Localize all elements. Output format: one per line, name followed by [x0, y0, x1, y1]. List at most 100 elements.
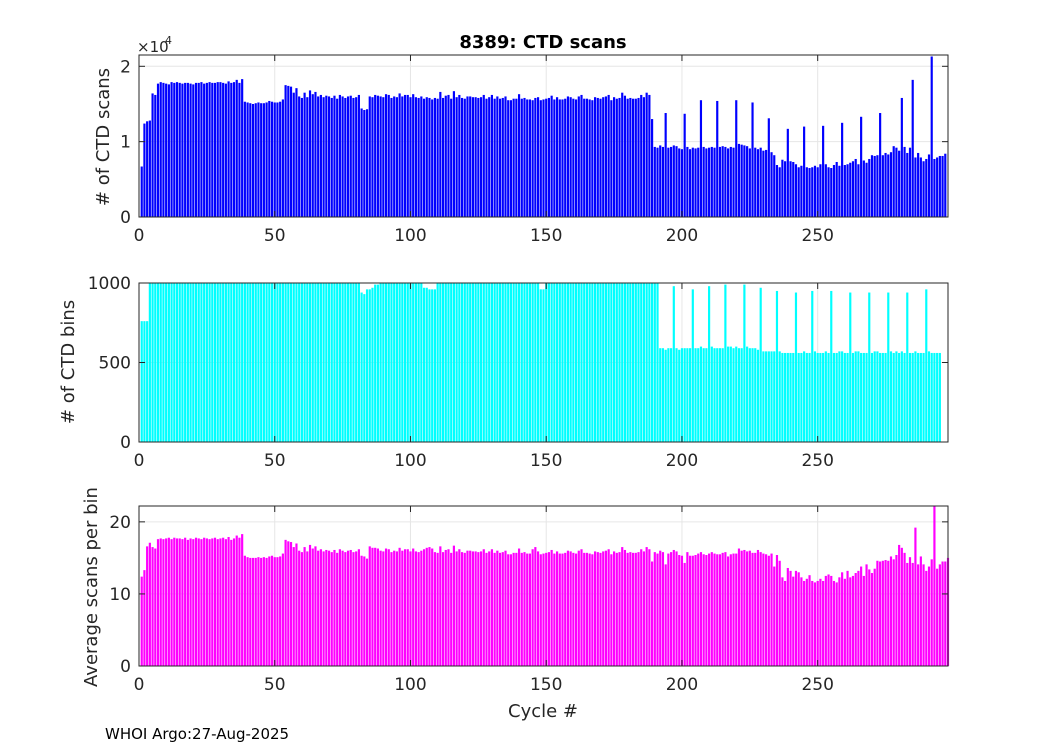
bar [898, 352, 901, 442]
bar [333, 283, 336, 442]
bar [873, 155, 876, 217]
bar [539, 554, 542, 666]
bar [773, 351, 776, 442]
bar [925, 570, 928, 666]
bar [363, 556, 366, 666]
y-tick-label: 0 [120, 433, 131, 453]
bar [200, 82, 203, 217]
bar [854, 158, 857, 217]
bar [488, 283, 491, 442]
bar [645, 547, 648, 666]
y-exponent-label: ×10 4 [137, 34, 172, 56]
bar [898, 150, 901, 217]
bar [588, 283, 591, 442]
bar [846, 352, 849, 442]
bar [224, 283, 227, 442]
bar [466, 283, 469, 442]
bar [194, 537, 198, 666]
bar [615, 552, 618, 666]
bar [697, 147, 700, 217]
bar [346, 96, 350, 217]
bar [580, 549, 583, 666]
bar [751, 552, 754, 666]
bar [219, 283, 222, 442]
bar [870, 573, 874, 666]
bar [824, 164, 827, 217]
bar [279, 556, 282, 666]
bar [640, 283, 643, 442]
bar [298, 96, 301, 217]
bar [292, 283, 295, 442]
bar [393, 550, 396, 666]
bar [694, 348, 697, 442]
bar [857, 164, 860, 217]
bar [634, 552, 637, 666]
bar [545, 283, 548, 442]
bar [691, 147, 694, 217]
bar [653, 146, 656, 217]
bar [919, 352, 922, 442]
bar [431, 289, 434, 442]
bar [536, 283, 540, 442]
bar [501, 97, 504, 217]
bar [485, 98, 488, 217]
bar [143, 321, 146, 442]
bar [743, 549, 746, 666]
bar [414, 97, 417, 217]
bar [593, 97, 597, 217]
bar [884, 560, 887, 666]
bar [192, 84, 195, 217]
bar [197, 82, 200, 218]
bar [591, 283, 594, 442]
bar [860, 352, 863, 442]
bar [612, 283, 616, 442]
bar [724, 146, 727, 217]
bar [268, 283, 271, 442]
bar [154, 548, 157, 666]
bar [561, 99, 564, 217]
bar [417, 97, 420, 217]
bar [724, 552, 727, 666]
bar [797, 352, 800, 442]
bar [615, 283, 618, 442]
bar [509, 283, 513, 442]
x-tick-label: 200 [666, 226, 698, 246]
bar [406, 283, 409, 442]
x-tick-label: 200 [666, 451, 698, 471]
bar [341, 283, 344, 442]
bar [211, 538, 214, 666]
bar [792, 161, 795, 217]
bar [175, 82, 179, 217]
bar [708, 286, 711, 442]
bar [230, 283, 233, 442]
bar [822, 580, 825, 666]
bar [545, 98, 548, 217]
bar [219, 82, 222, 217]
y-tick-label: 0 [120, 657, 131, 677]
bar [393, 283, 396, 442]
bar [705, 555, 708, 666]
bar [298, 550, 301, 666]
bar [778, 167, 781, 217]
bar [298, 283, 301, 442]
bar [895, 147, 898, 217]
bar [173, 537, 176, 666]
bar [270, 101, 274, 217]
bar [143, 570, 146, 666]
bar [623, 283, 627, 442]
bar [148, 283, 151, 442]
bar [507, 100, 510, 217]
bar [906, 562, 909, 666]
bar [257, 283, 260, 442]
bar [441, 97, 445, 217]
bar [306, 97, 309, 217]
bar [355, 551, 358, 666]
bar [661, 348, 665, 442]
bar [640, 94, 643, 217]
bar [336, 283, 339, 442]
bar [308, 283, 312, 442]
bar [713, 348, 716, 442]
bar [727, 148, 730, 217]
bar [406, 94, 409, 217]
